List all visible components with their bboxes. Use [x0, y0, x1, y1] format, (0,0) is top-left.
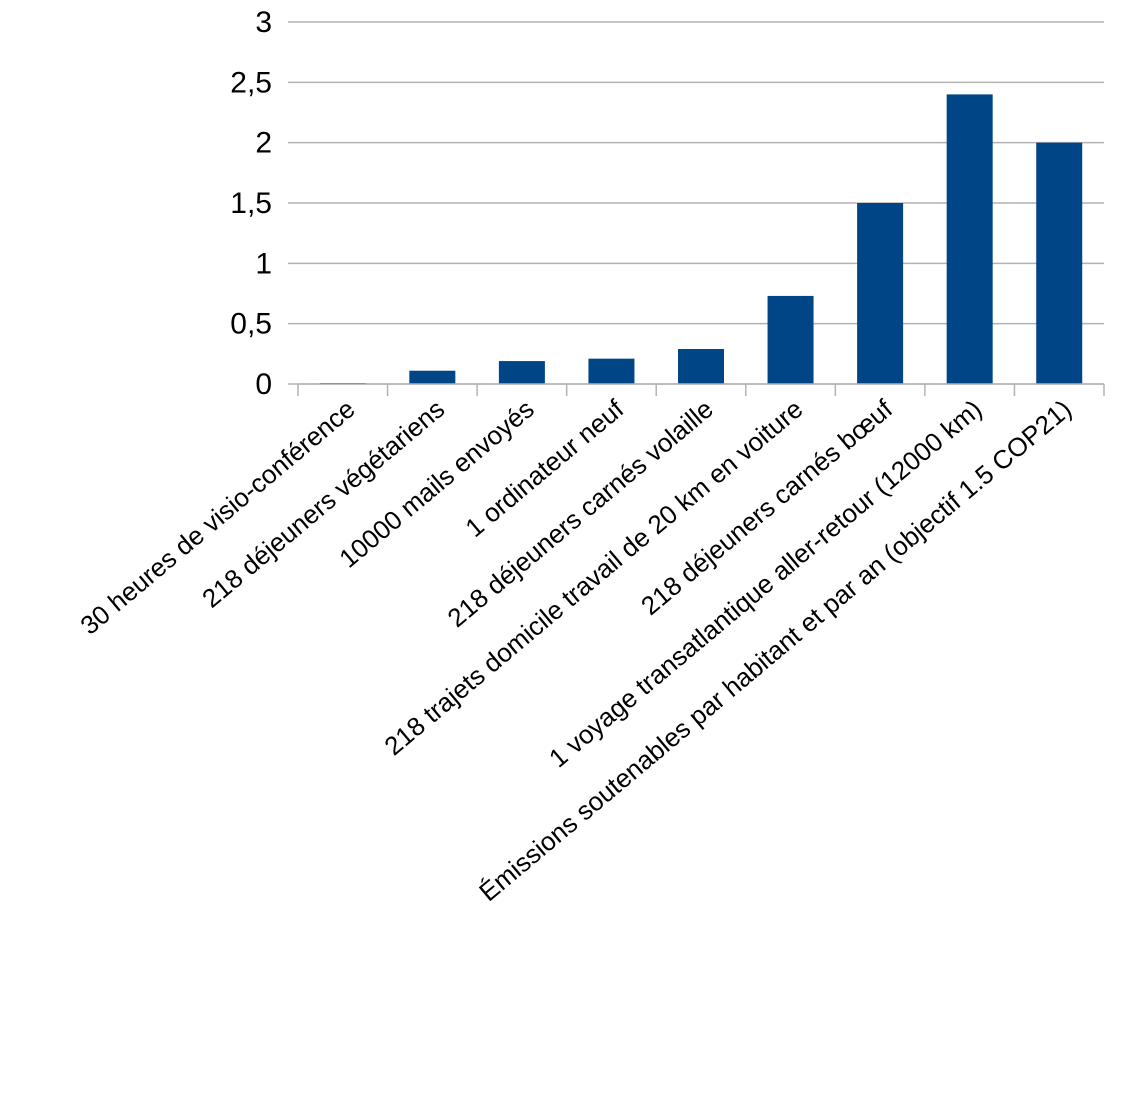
bar — [409, 370, 456, 384]
y-tick-label: 0 — [255, 368, 272, 401]
y-tick-label: 2,5 — [230, 66, 272, 99]
x-axis — [297, 383, 1105, 396]
y-tick-label: 2 — [255, 127, 272, 160]
y-tick-label: 1,5 — [230, 187, 272, 220]
bar — [1036, 142, 1083, 384]
bar — [946, 94, 993, 385]
y-tick-label: 1 — [255, 247, 272, 280]
bar — [767, 295, 814, 384]
bar — [498, 361, 545, 384]
bar — [678, 349, 724, 384]
bars — [319, 94, 1083, 385]
y-tick-label: 0,5 — [230, 308, 272, 341]
y-axis-tick-labels: 0 0,5 1 1,5 2 2,5 3 — [230, 6, 272, 401]
grid-lines — [288, 21, 1104, 385]
bar — [857, 203, 904, 384]
x-tick-label: 218 trajets domicile travail de 20 km en… — [378, 394, 808, 762]
y-tick-label: 3 — [255, 6, 272, 39]
bar — [588, 358, 635, 384]
x-tick-label: 1 ordinateur neuf — [459, 393, 629, 543]
